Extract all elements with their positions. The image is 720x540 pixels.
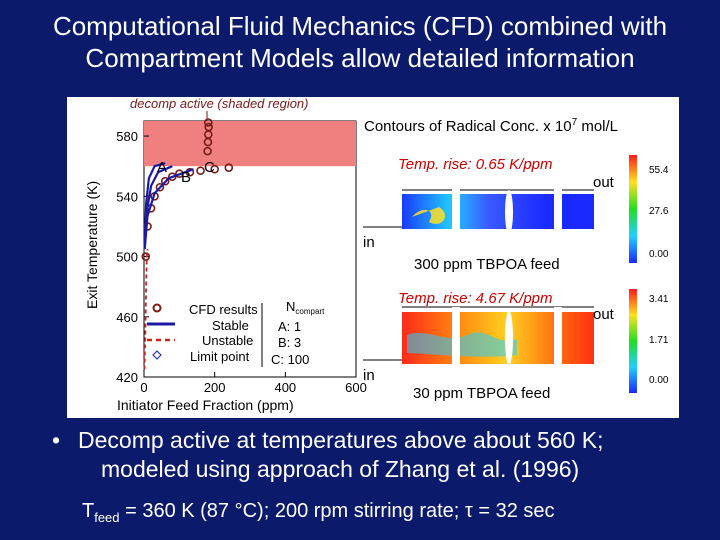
- legend-cfd-label: CFD results: [189, 302, 258, 317]
- series-cfd-results-point: [160, 176, 170, 186]
- x-axis-label: Initiator Feed Fraction (ppm): [117, 397, 294, 413]
- x-tick-label: 0: [140, 380, 147, 395]
- top-hotspot: [412, 207, 446, 224]
- top-baffle-3: [554, 187, 562, 237]
- figure-svg: decomp active (shaded region) 420 460 500 5…: [84, 96, 669, 413]
- legend-stable-label: Stable: [212, 318, 249, 333]
- footer-text: = 360 K (87 °C); 200 rpm stirring rate; …: [119, 500, 555, 522]
- footer-t: T: [82, 500, 95, 522]
- series-cfd-results-point: [196, 166, 205, 175]
- legend-c: C: 100: [271, 352, 309, 367]
- slide-title-line2: Compartment Models allow detailed inform…: [85, 43, 635, 73]
- bottom-out-label: out: [593, 306, 615, 323]
- series-cfd-upper-point: [204, 122, 213, 132]
- x-tick-label: 200: [204, 380, 226, 395]
- slide-title: Computational Fluid Mechanics (CFD) comb…: [0, 10, 720, 74]
- curve-label-c: C: [204, 159, 215, 176]
- x-axis-ticks: 0 200 400 600: [140, 372, 367, 395]
- contour-bottom: Temp. rise: 4.67 K/ppm out in 30 ppm TBP…: [363, 289, 669, 402]
- curve-label-a: A: [157, 159, 167, 176]
- contours-title: Contours of Radical Conc. x 107 mol/L: [364, 117, 618, 135]
- y-tick-label: 540: [116, 189, 138, 204]
- bottom-scale-max: 3.41: [649, 294, 669, 305]
- legend-cfd-marker: [152, 303, 162, 313]
- bottom-baffle-1: [452, 307, 460, 369]
- decomp-annotation: decomp active (shaded region): [130, 97, 309, 111]
- y-tick-label: 460: [116, 310, 138, 325]
- bottom-temp-rise: Temp. rise: 4.67 K/ppm: [398, 290, 553, 307]
- legend-limit-label: Limit point: [190, 349, 250, 364]
- series-cfd-upper-point: [204, 118, 213, 127]
- top-scale-max: 55.4: [649, 165, 669, 176]
- decomp-shaded-region: [144, 121, 356, 167]
- y-tick-label: 420: [116, 370, 138, 385]
- bottom-baffle-2: [505, 311, 513, 365]
- figure-panel: decomp active (shaded region) 420 460 500 5…: [67, 96, 679, 418]
- bottom-scale-min: 0.00: [649, 375, 669, 386]
- top-color-scale: [629, 155, 637, 263]
- bullet-line1: Decomp active at temperatures above abou…: [78, 427, 604, 453]
- top-temp-rise: Temp. rise: 0.65 K/ppm: [398, 156, 553, 173]
- series-cfd-results-point: [155, 182, 165, 192]
- footer-conditions: Tfeed = 360 K (87 °C); 200 rpm stirring …: [82, 500, 555, 525]
- series-unstable-line: [143, 248, 149, 370]
- bottom-baffle-3: [554, 307, 562, 369]
- bullet-dot-icon: •: [52, 427, 61, 453]
- top-feed-label: 300 ppm TBPOA feed: [414, 256, 560, 273]
- legend-b: B: 3: [278, 335, 301, 350]
- chart-series: [141, 118, 234, 370]
- chart-legend: CFD results Stable Unstable Limit point …: [147, 299, 325, 367]
- legend-a: A: 1: [278, 319, 301, 334]
- top-baffle-1: [452, 187, 460, 237]
- contour-top: Temp. rise: 0.65 K/ppm out in 300 ppm TB…: [363, 155, 669, 273]
- slide-title-line1: Computational Fluid Mechanics (CFD) comb…: [52, 11, 668, 41]
- top-baffle-2: [505, 190, 513, 234]
- bottom-scale-mid: 1.71: [649, 335, 669, 346]
- series-cfd-results-point: [224, 163, 234, 172]
- top-scale-min: 0.00: [649, 249, 669, 260]
- bottom-color-scale: [629, 289, 637, 393]
- footer-t-sub: feed: [94, 510, 120, 525]
- x-tick-label: 400: [274, 380, 296, 395]
- bottom-feed-label: 30 ppm TBPOA feed: [413, 385, 550, 402]
- y-tick-label: 580: [116, 129, 138, 144]
- legend-unstable-label: Unstable: [202, 333, 253, 348]
- x-tick-label: 600: [345, 380, 367, 395]
- top-out-label: out: [593, 174, 615, 191]
- legend-limit-marker: [152, 350, 162, 360]
- series-cfd-results-point: [141, 252, 151, 261]
- top-scale-mid: 27.6: [649, 206, 669, 217]
- top-in-label: in: [363, 234, 375, 251]
- legend-ncompart-label: Ncompart: [286, 299, 325, 316]
- series-cfd-upper-point: [203, 146, 212, 156]
- bottom-cool-band: [407, 332, 517, 357]
- series-c-line: [143, 168, 194, 250]
- y-axis-label: Exit Temperature (K): [84, 181, 100, 309]
- curve-label-b: B: [181, 169, 191, 186]
- series-cfd-results-point: [210, 164, 219, 174]
- y-tick-label: 500: [116, 250, 138, 265]
- bottom-in-label: in: [363, 367, 375, 384]
- bullet-line2: modeled using approach of Zhang et al. (…: [101, 456, 580, 482]
